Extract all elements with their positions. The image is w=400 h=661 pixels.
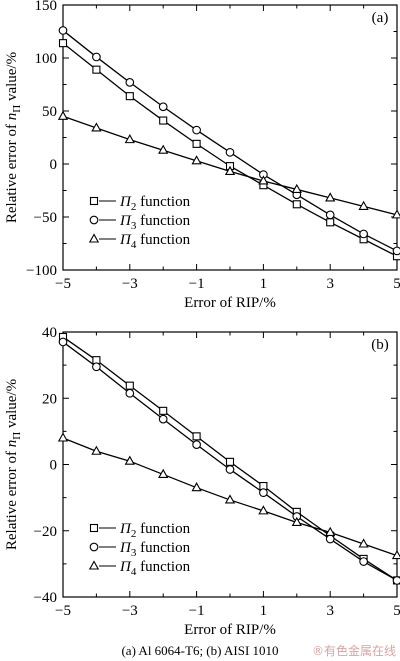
data-point-square bbox=[92, 65, 101, 74]
y-tick-label: −50 bbox=[34, 210, 57, 226]
data-point-triangle bbox=[325, 192, 336, 202]
data-point-circle bbox=[325, 534, 335, 544]
data-point-circle bbox=[125, 388, 135, 398]
data-point-circle bbox=[58, 26, 68, 35]
x-tick-label: −3 bbox=[122, 276, 138, 292]
data-point-square bbox=[125, 381, 134, 390]
data-point-triangle bbox=[57, 110, 69, 120]
data-point-square bbox=[159, 116, 168, 125]
legend-marker-circle bbox=[89, 215, 99, 225]
data-point-triangle bbox=[191, 482, 202, 492]
y-tick-label: 0 bbox=[50, 458, 58, 474]
data-point-circle bbox=[92, 52, 101, 62]
panel-label: (a) bbox=[372, 10, 389, 26]
data-point-square bbox=[192, 432, 201, 441]
data-point-triangle bbox=[291, 516, 302, 527]
data-point-square bbox=[292, 200, 301, 209]
legend-marker-square bbox=[89, 196, 99, 206]
x-tick-label: 1 bbox=[260, 276, 268, 292]
x-tick-label: −5 bbox=[55, 276, 71, 292]
data-point-circle bbox=[58, 337, 68, 347]
data-point-circle bbox=[125, 78, 135, 87]
data-point-square bbox=[225, 457, 235, 466]
panel-label: (b) bbox=[371, 337, 389, 353]
data-point-triangle bbox=[258, 175, 269, 185]
data-point-circle bbox=[392, 246, 400, 256]
data-point-triangle bbox=[224, 165, 236, 175]
x-axis-label: Error of RIP/% bbox=[184, 295, 276, 311]
data-point-circle bbox=[225, 465, 235, 474]
data-point-square bbox=[125, 92, 134, 101]
y-tick-label: −40 bbox=[34, 590, 57, 606]
y-tick-label: 0 bbox=[50, 157, 58, 173]
y-tick-label: 20 bbox=[42, 391, 57, 407]
data-point-triangle bbox=[124, 455, 135, 465]
data-point-square bbox=[192, 139, 201, 148]
series-line-circle bbox=[62, 29, 398, 252]
x-tick-label: 3 bbox=[326, 603, 334, 619]
data-point-circle bbox=[158, 102, 168, 112]
y-tick-label: −100 bbox=[26, 263, 57, 279]
x-tick-label: 1 bbox=[260, 603, 268, 619]
x-tick-label: 5 bbox=[393, 603, 400, 619]
data-point-triangle bbox=[391, 549, 400, 560]
data-point-triangle bbox=[91, 122, 102, 132]
data-point-square bbox=[326, 218, 335, 227]
data-point-circle bbox=[392, 576, 400, 585]
y-tick-label: −20 bbox=[34, 524, 57, 540]
data-point-circle bbox=[259, 488, 268, 498]
y-tick-label: 40 bbox=[42, 325, 57, 341]
legend-label-square: Π2 function bbox=[119, 521, 191, 540]
x-tick-label: 3 bbox=[326, 276, 334, 292]
legend-label-square: Π2 function bbox=[119, 194, 191, 213]
legend-marker-circle bbox=[89, 542, 99, 552]
watermark: ®有色金属在线 bbox=[312, 643, 396, 658]
data-point-triangle bbox=[57, 432, 69, 442]
y-axis-label: Relative error of nΠ value/% bbox=[4, 52, 23, 223]
x-tick-label: −1 bbox=[189, 276, 205, 292]
data-point-triangle bbox=[291, 183, 302, 193]
data-point-circle bbox=[325, 210, 335, 220]
y-axis-label: Relative error of nΠ value/% bbox=[4, 379, 23, 550]
y-tick-label: 50 bbox=[42, 104, 57, 120]
legend-label-triangle: Π4 function bbox=[119, 559, 191, 578]
chart-panel-a: −5 −3 −1 1 3 5 150 100 50 0 −50 −100 Error of RIP/% R… bbox=[4, 0, 400, 311]
legend-label-circle: Π3 function bbox=[119, 540, 191, 559]
data-point-square bbox=[58, 39, 68, 48]
data-point-triangle bbox=[224, 494, 236, 504]
data-point-triangle bbox=[258, 505, 269, 515]
data-point-triangle bbox=[358, 200, 369, 210]
x-tick-label: −5 bbox=[55, 603, 71, 619]
data-point-triangle bbox=[358, 538, 369, 548]
chart-panel-b: −5 −3 −1 1 3 5 40 20 0 −20 −40 Error of RIP/% Relati… bbox=[4, 325, 400, 638]
x-tick-label: 5 bbox=[393, 276, 400, 292]
data-point-circle bbox=[192, 440, 201, 449]
legend-marker-square bbox=[89, 523, 99, 533]
data-point-circle bbox=[192, 125, 201, 135]
data-point-triangle bbox=[391, 209, 400, 219]
legend-label-circle: Π3 function bbox=[119, 213, 191, 232]
data-point-circle bbox=[158, 414, 168, 424]
data-point-circle bbox=[359, 229, 368, 239]
x-tick-label: −1 bbox=[189, 603, 205, 619]
data-point-triangle bbox=[191, 155, 202, 165]
legend-marker-triangle bbox=[88, 233, 100, 243]
figure-caption: (a) Al 6064-T6; (b) AISI 1010 bbox=[121, 643, 278, 658]
data-point-circle bbox=[359, 557, 368, 566]
x-axis-label: Error of RIP/% bbox=[184, 622, 276, 638]
data-point-triangle bbox=[158, 144, 169, 154]
x-tick-label: −3 bbox=[122, 603, 138, 619]
data-point-circle bbox=[225, 147, 235, 157]
legend-marker-triangle bbox=[88, 560, 100, 570]
legend-label-triangle: Π4 function bbox=[119, 232, 191, 251]
data-point-triangle bbox=[325, 526, 336, 536]
y-tick-label: 100 bbox=[35, 51, 58, 67]
data-point-triangle bbox=[158, 468, 169, 478]
y-tick-label: 150 bbox=[35, 0, 58, 14]
data-point-circle bbox=[92, 362, 101, 372]
data-point-triangle bbox=[91, 445, 102, 455]
data-point-square bbox=[159, 406, 168, 415]
data-point-triangle bbox=[124, 133, 135, 144]
